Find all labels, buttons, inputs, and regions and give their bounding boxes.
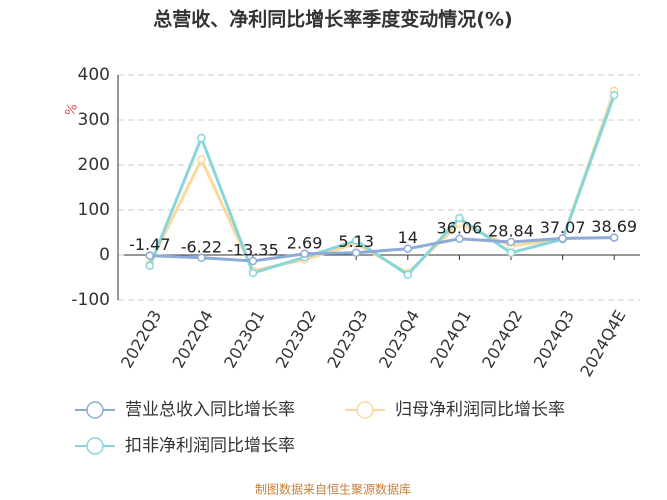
y-tick-label: 200 <box>78 155 110 175</box>
data-label: 36.06 <box>436 218 482 237</box>
x-tick-label: 2024Q3 <box>530 307 578 371</box>
data-label: -1.47 <box>129 235 170 254</box>
data-label: 5.13 <box>338 232 374 251</box>
data-label: 38.69 <box>591 217 637 236</box>
point <box>506 237 516 247</box>
point <box>455 234 464 244</box>
series-line <box>149 236 615 263</box>
y-axis-label: % <box>63 102 81 119</box>
point <box>403 244 413 253</box>
y-tick-label: 100 <box>78 200 110 220</box>
point <box>197 253 206 263</box>
point <box>609 233 619 242</box>
point <box>300 249 309 259</box>
point <box>197 133 206 143</box>
x-tick-label: 2023Q2 <box>272 307 320 371</box>
x-tick-label: 2023Q1 <box>220 307 268 371</box>
legend-marker <box>356 401 374 419</box>
legend-marker <box>86 437 104 455</box>
series-line <box>148 94 616 277</box>
x-tick-label: 2022Q4 <box>169 307 217 371</box>
y-tick-label: -100 <box>71 290 110 310</box>
data-label: -6.22 <box>181 237 222 256</box>
point <box>403 270 413 280</box>
point <box>506 248 516 257</box>
x-tick-label: 2023Q3 <box>323 307 371 371</box>
data-label: 28.84 <box>488 222 534 241</box>
legend-marker <box>86 401 104 419</box>
chart-title: 总营收、净利同比增长率季度变动情况(%) <box>153 8 512 31</box>
data-label: 2.69 <box>287 233 323 252</box>
y-tick-label: 400 <box>78 65 110 85</box>
point <box>609 91 619 100</box>
x-tick-label: 2022Q3 <box>117 307 165 371</box>
legend-label: 扣非净利润同比增长率 <box>125 436 295 456</box>
data-label: -13.35 <box>227 241 279 260</box>
point <box>145 251 155 260</box>
point <box>248 268 258 278</box>
point <box>145 261 155 271</box>
source: 制图数据来自恒生聚源数据库 <box>255 482 411 497</box>
legend-label: 归母净利润同比增长率 <box>395 400 565 420</box>
x-tick-label: 2023Q4 <box>375 307 423 371</box>
point <box>351 236 361 245</box>
y-tick-label: 300 <box>78 110 110 130</box>
x-tick-label: 2024Q4E <box>576 307 629 380</box>
legend-label: 营业总收入同比增长率 <box>125 400 295 420</box>
point <box>455 213 464 223</box>
point <box>248 256 258 266</box>
data-label: 14 <box>398 228 418 247</box>
point <box>558 234 567 243</box>
x-tick-label: 2024Q2 <box>478 307 526 371</box>
y-tick-label: 0 <box>99 245 110 265</box>
point <box>351 248 361 257</box>
x-tick-label: 2024Q1 <box>427 307 475 371</box>
data-label: 37.07 <box>540 218 586 237</box>
point <box>197 155 206 164</box>
